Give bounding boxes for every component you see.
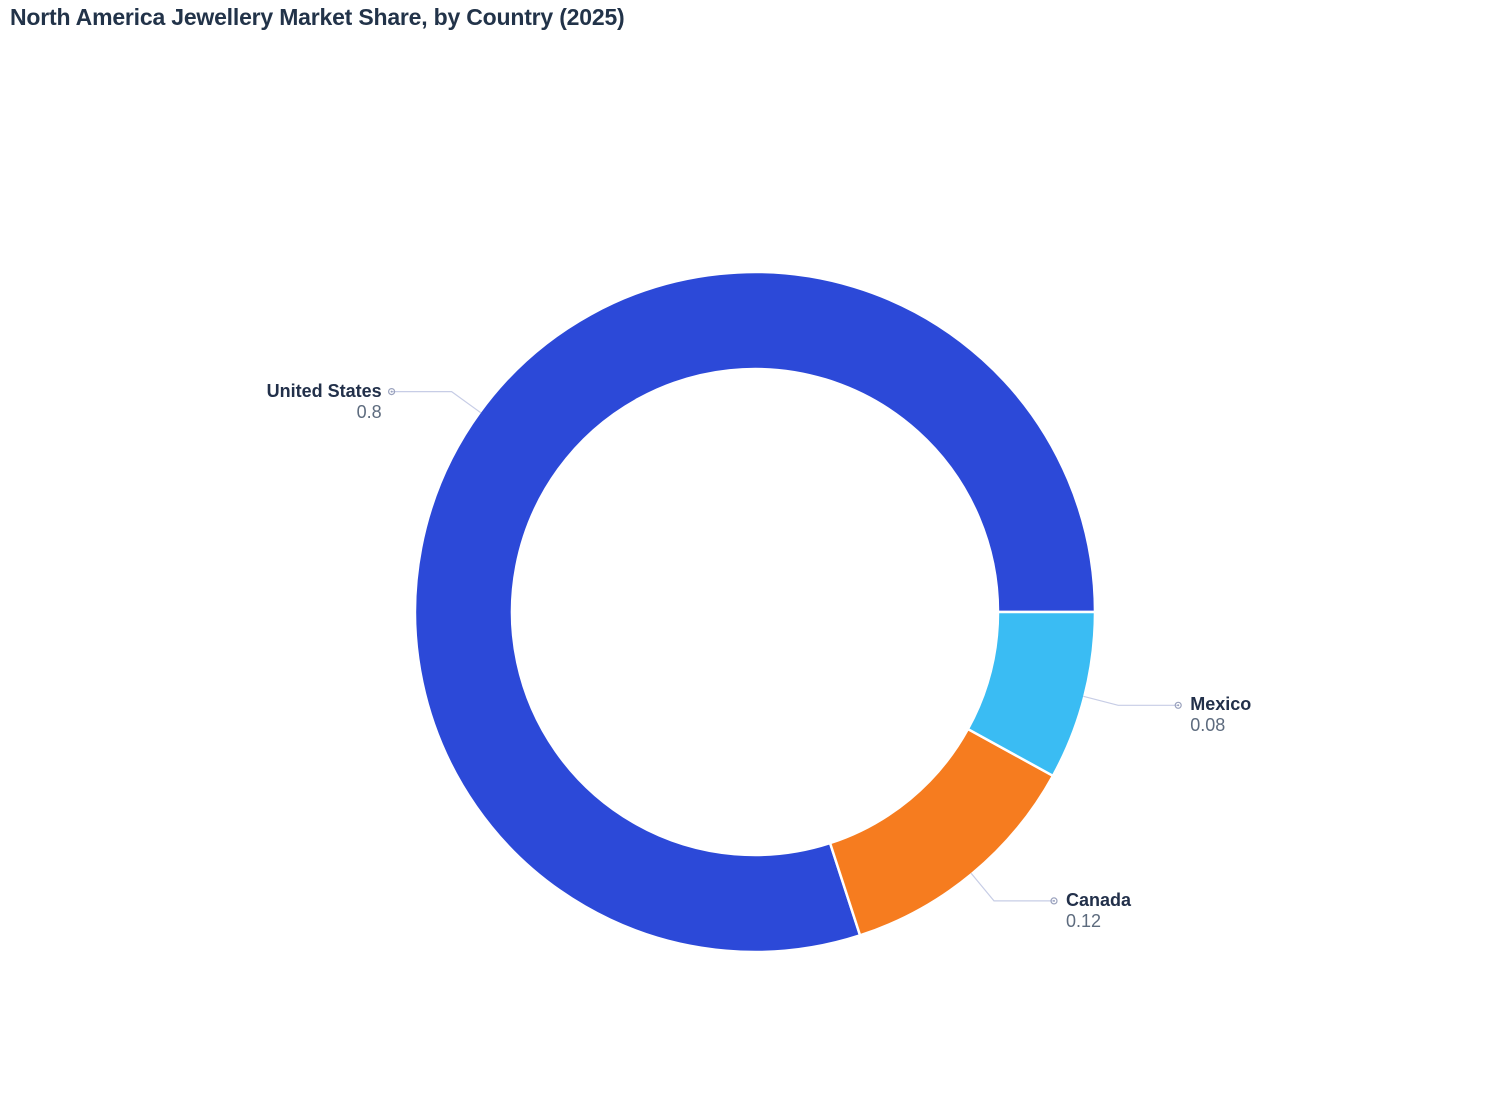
pie-slice-united-states[interactable] [413, 270, 1097, 954]
slice-label-value: 0.8 [356, 401, 382, 422]
pie-slice-canada[interactable] [828, 727, 1055, 937]
leader-dot-united-states [388, 388, 396, 396]
leader-dot-center-canada [1053, 899, 1055, 902]
slice-label-value: 0.08 [1190, 715, 1226, 736]
leader-dot-center-united-states [390, 390, 393, 393]
slice-label-name: Mexico [1190, 694, 1252, 715]
slice-label-mexico: Mexico 0.08 [1190, 694, 1251, 736]
pie-slice-mexico[interactable] [966, 610, 1097, 778]
slice-label-value: 0.12 [1066, 910, 1102, 931]
leader-dot-mexico [1174, 701, 1182, 709]
leader-line-canada [970, 872, 1054, 902]
leader-dot-center-mexico [1177, 704, 1180, 707]
slice-label-name: Canada [1066, 889, 1132, 910]
leader-line-united-states [391, 391, 482, 414]
leader-dot-canada [1050, 897, 1058, 905]
slice-label-canada: Canada 0.12 [1066, 890, 1131, 932]
slice-label-name: United States [266, 380, 382, 401]
chart-title: North America Jewellery Market Share, by… [10, 4, 625, 30]
leader-line-mexico [1083, 695, 1179, 706]
slice-label-united-states: United States 0.8 [267, 381, 382, 423]
